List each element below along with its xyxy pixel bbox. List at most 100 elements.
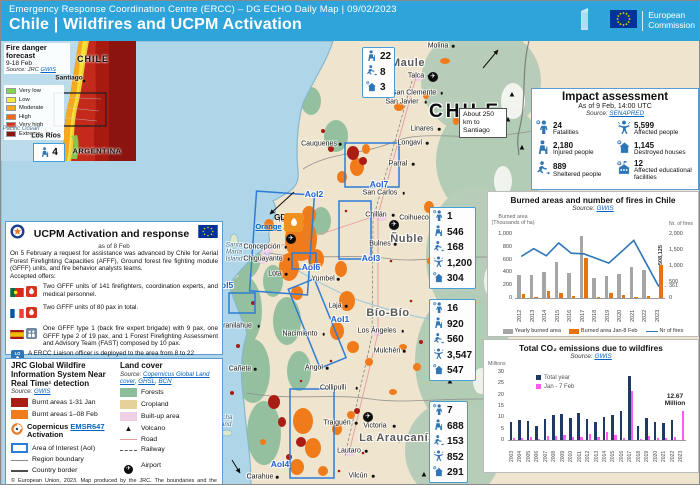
city-label: Linares xyxy=(410,125,434,133)
chart2-x-label: 2010 xyxy=(568,450,575,462)
region-impact-row: 153 xyxy=(433,434,464,450)
chart1-bar-yearly xyxy=(604,275,609,298)
city-dot xyxy=(339,142,342,146)
chart1-right-tick: 2,000 xyxy=(669,231,683,237)
island-label: Santa María Island xyxy=(225,241,243,263)
chart2-x-label: 2022 xyxy=(669,450,676,462)
region-impact-box: 16 920 560 3,547 547 xyxy=(429,299,477,381)
chart1-legend-label: Yearly burned area xyxy=(514,328,561,334)
chart2-y-tick: 10 xyxy=(497,414,504,421)
impact-value: 2,180 xyxy=(553,140,574,150)
jrc-column: JRC Global Wildfire Information System N… xyxy=(11,361,114,475)
chart2-bar-janfeb xyxy=(563,434,566,440)
chart2-bar-total xyxy=(526,421,530,440)
region-impact-row: 304 xyxy=(433,271,472,287)
chart2-legend-item: Total year xyxy=(536,373,574,382)
chart1-x-label: 2019 xyxy=(604,309,611,322)
copernicus-activation-text: Copernicus xyxy=(27,422,71,432)
region-impact-row: 852 xyxy=(433,450,464,466)
region-impact-box: 7 688 153 852 291 xyxy=(429,401,468,483)
injured-person-icon xyxy=(40,144,50,162)
fr-flag-icon xyxy=(10,305,24,323)
city-dot xyxy=(344,304,348,308)
ucpm-offer-text: Two GFFF units of 141 firefighters, coor… xyxy=(43,282,218,298)
impact-value: 1,145 xyxy=(634,140,655,150)
region-impact-row: 546 xyxy=(433,225,472,241)
region-impact-value: 560 xyxy=(447,334,464,346)
region-boundary-row: Region boundary xyxy=(11,456,114,463)
header-subtitle: Emergency Response Coordination Centre (… xyxy=(9,4,397,15)
chart2-x-label: 2011 xyxy=(576,451,583,462)
region-impact-value: 16 xyxy=(447,303,459,315)
city-label: Lautaro xyxy=(337,447,361,455)
land-cover-legend: Forests Cropland Built-up area ▲ Volcano Road… xyxy=(119,387,217,475)
chart2-bar-janfeb xyxy=(622,438,625,440)
eu-flag-icon xyxy=(610,9,638,33)
region-boundary-swatch xyxy=(11,459,28,461)
copernicus-activation-link[interactable]: EMSR647 xyxy=(70,422,105,432)
chart1-right-tick: 0 xyxy=(669,295,673,301)
chart2-bar-total xyxy=(551,415,555,440)
chart2-bar-janfeb xyxy=(648,435,651,440)
region-impact-value: 546 xyxy=(447,226,464,238)
volcano-icon: ▲ xyxy=(420,469,428,479)
chart1-source-link[interactable]: GWIS xyxy=(596,205,614,212)
chart1-bar-janfeb xyxy=(534,297,538,298)
chart2-plot: 0 5 10 15 20 25 30 2003 2004 2005 2006 2007 2008 2009… xyxy=(484,340,699,474)
chart1-x-label: 2013 xyxy=(529,309,536,322)
chart2-bar-janfeb xyxy=(673,437,676,440)
chart2-source-text: Source: xyxy=(570,353,595,360)
chart2-x-label: 2012 xyxy=(585,450,592,462)
ucpm-intro: On 5 February a request for assistance w… xyxy=(10,250,218,273)
region-impact-value: 688 xyxy=(447,420,464,432)
land-cover-source-link[interactable]: BCN xyxy=(158,377,172,385)
jrc-source-text: Source: xyxy=(11,388,35,396)
land-cover-label: Railway xyxy=(140,446,165,454)
chart2-bar-janfeb xyxy=(554,435,558,440)
pt-flag-icon xyxy=(10,284,24,302)
chart1-x-label: 2018 xyxy=(592,309,599,322)
chart1-x-label: 2017 xyxy=(579,309,586,322)
eu-flag-small-icon xyxy=(198,225,218,243)
chart1-bar-yearly xyxy=(542,272,546,298)
chart2-x-label: 2017 xyxy=(627,450,634,462)
sheltered-icon xyxy=(433,239,444,257)
chart2-x-label: 2021 xyxy=(661,450,668,462)
chart2-bar-janfeb xyxy=(580,437,583,440)
region-impact-value: 1 xyxy=(447,211,453,223)
chart1-right-tick: 500 xyxy=(669,279,679,285)
city-dot xyxy=(355,421,358,425)
region-impact-value: 153 xyxy=(447,436,464,448)
chart2-source-link[interactable]: GWIS xyxy=(594,353,612,360)
ucpm-logo-icon xyxy=(10,224,25,244)
jrc-source-link[interactable]: GWIS xyxy=(34,388,51,396)
chart2-x-label: 2015 xyxy=(610,450,617,462)
houses-icon xyxy=(433,362,444,380)
chart1-x-label: 2016 xyxy=(567,309,574,322)
impact-source-link[interactable]: SENAPRED xyxy=(609,110,645,117)
los-rios-injured-box: 4 xyxy=(33,143,65,162)
chart2-bar-janfeb xyxy=(682,411,685,440)
city-label: Chiguayante xyxy=(243,255,283,263)
chart2-bar-total xyxy=(636,425,640,440)
chart2-annotation-line: 12.67 xyxy=(666,393,684,400)
city-dot xyxy=(402,191,405,195)
chart2-bar-total xyxy=(543,418,547,440)
chart2-x-label: 2006 xyxy=(534,450,541,462)
region-impact-row: 1 xyxy=(433,209,472,225)
region-impact-value: 1,200 xyxy=(447,257,473,269)
chart2-bar-janfeb xyxy=(639,438,642,440)
chart1-bar-janfeb xyxy=(559,292,563,298)
land-cover-title: Land cover xyxy=(119,361,163,370)
sheltered-icon xyxy=(433,331,444,349)
land-cover-source-link[interactable]: GHSL xyxy=(138,377,156,385)
region-impact-row: 8 xyxy=(366,65,391,81)
land-cover-source-text: , xyxy=(155,377,159,385)
co2-chart: Total CO₂ emissions due to wildfires Sou… xyxy=(483,339,699,473)
burnt-area-legend-row: Burnt areas 1–08 Feb xyxy=(11,410,114,420)
european-commission-logo: European Commission xyxy=(579,4,695,38)
chart2-x-label: 2020 xyxy=(652,450,659,462)
impact-label: Sheltered people xyxy=(553,170,602,178)
gdacs-alert-link[interactable]: Orange xyxy=(255,222,282,231)
land-cover-source-link[interactable]: Copernicus Global Land cover xyxy=(119,370,210,385)
